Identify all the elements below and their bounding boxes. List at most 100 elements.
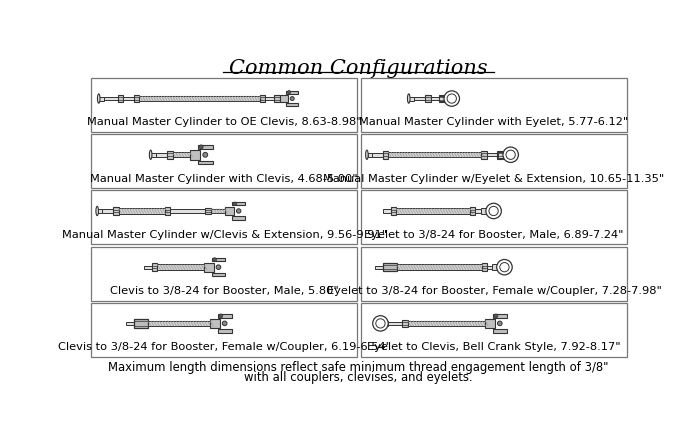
- Circle shape: [486, 203, 501, 219]
- Bar: [361, 78, 627, 132]
- Circle shape: [506, 150, 515, 159]
- Bar: [414, 97, 426, 101]
- Bar: [144, 266, 152, 269]
- Bar: [493, 329, 507, 333]
- Bar: [92, 247, 357, 301]
- Bar: [218, 314, 232, 318]
- Bar: [286, 104, 298, 106]
- Bar: [372, 153, 383, 157]
- Bar: [198, 161, 213, 164]
- Bar: [286, 91, 298, 94]
- Bar: [118, 95, 123, 102]
- Bar: [232, 216, 245, 220]
- Bar: [475, 210, 486, 213]
- Bar: [158, 265, 204, 270]
- Bar: [92, 134, 357, 188]
- Circle shape: [237, 209, 241, 213]
- Bar: [104, 97, 118, 101]
- Bar: [361, 247, 627, 301]
- Bar: [439, 95, 444, 102]
- Text: Common Configurations: Common Configurations: [230, 59, 488, 78]
- Bar: [148, 321, 210, 326]
- Text: Manual Master Cylinder w/Eyelet & Extension, 10.65-11.35": Manual Master Cylinder w/Eyelet & Extens…: [323, 173, 664, 184]
- Bar: [274, 95, 280, 102]
- Bar: [280, 95, 288, 103]
- Circle shape: [444, 91, 459, 106]
- Bar: [482, 263, 487, 271]
- Circle shape: [372, 316, 389, 331]
- Circle shape: [498, 321, 502, 326]
- Ellipse shape: [407, 94, 410, 103]
- Bar: [383, 210, 391, 213]
- Text: Manual Master Cylinder with Eyelet, 5.77-6.12": Manual Master Cylinder with Eyelet, 5.77…: [359, 117, 629, 127]
- Bar: [486, 153, 498, 156]
- Circle shape: [500, 262, 509, 272]
- Bar: [123, 97, 134, 100]
- Bar: [210, 319, 220, 328]
- Bar: [173, 153, 190, 157]
- Bar: [151, 153, 155, 157]
- Text: Clevis to 3/8-24 for Booster, Female w/Coupler, 6.19-6.54": Clevis to 3/8-24 for Booster, Female w/C…: [58, 342, 391, 352]
- Bar: [493, 314, 507, 318]
- Circle shape: [288, 91, 290, 94]
- Text: Manual Master Cylinder w/Clevis & Extension, 9.56-9.91": Manual Master Cylinder w/Clevis & Extens…: [62, 230, 387, 240]
- Bar: [498, 152, 504, 158]
- Circle shape: [494, 314, 498, 318]
- Ellipse shape: [149, 150, 152, 159]
- Bar: [198, 145, 213, 149]
- Bar: [430, 97, 439, 100]
- Ellipse shape: [96, 206, 99, 216]
- Bar: [402, 320, 407, 327]
- Bar: [397, 265, 482, 270]
- Text: Manual Master Cylinder with Clevis, 4.68-5.00": Manual Master Cylinder with Clevis, 4.68…: [90, 173, 358, 184]
- Bar: [134, 95, 139, 102]
- Bar: [383, 263, 397, 271]
- Bar: [170, 209, 205, 213]
- Bar: [92, 303, 357, 357]
- Text: Eyelet to Clevis, Bell Crank Style, 7.92-8.17": Eyelet to Clevis, Bell Crank Style, 7.92…: [368, 342, 621, 352]
- Bar: [265, 97, 274, 101]
- Bar: [260, 95, 265, 102]
- Bar: [492, 264, 498, 270]
- Bar: [139, 96, 260, 101]
- Circle shape: [219, 314, 223, 318]
- Bar: [382, 320, 389, 326]
- Bar: [470, 207, 475, 215]
- Bar: [232, 202, 245, 205]
- Circle shape: [203, 153, 208, 157]
- Bar: [389, 322, 402, 325]
- Text: Maximum length dimensions reflect safe minimum thread engagement length of 3/8": Maximum length dimensions reflect safe m…: [108, 361, 609, 374]
- Bar: [485, 319, 495, 328]
- Bar: [375, 266, 383, 269]
- Text: Eyelet to 3/8-24 for Booster, Female w/Coupler, 7.28-7.98": Eyelet to 3/8-24 for Booster, Female w/C…: [326, 286, 662, 296]
- Circle shape: [497, 259, 512, 275]
- Circle shape: [489, 206, 498, 216]
- Bar: [190, 150, 200, 160]
- Bar: [118, 208, 165, 214]
- Bar: [165, 207, 170, 215]
- Circle shape: [376, 319, 385, 328]
- Bar: [361, 303, 627, 357]
- Bar: [211, 258, 225, 262]
- Bar: [481, 208, 486, 214]
- Bar: [361, 190, 627, 245]
- Ellipse shape: [97, 94, 100, 103]
- Bar: [134, 319, 148, 328]
- Bar: [361, 134, 627, 188]
- Bar: [391, 207, 396, 215]
- Bar: [383, 151, 389, 158]
- Bar: [426, 95, 430, 102]
- Bar: [396, 208, 470, 214]
- Bar: [99, 97, 104, 101]
- Bar: [152, 263, 158, 271]
- Bar: [440, 96, 445, 101]
- Circle shape: [223, 321, 227, 326]
- Bar: [481, 151, 486, 158]
- Bar: [368, 153, 372, 157]
- Bar: [410, 97, 414, 101]
- Ellipse shape: [365, 150, 368, 159]
- Circle shape: [199, 145, 203, 149]
- Bar: [407, 321, 485, 326]
- Bar: [225, 207, 235, 216]
- Bar: [98, 209, 102, 213]
